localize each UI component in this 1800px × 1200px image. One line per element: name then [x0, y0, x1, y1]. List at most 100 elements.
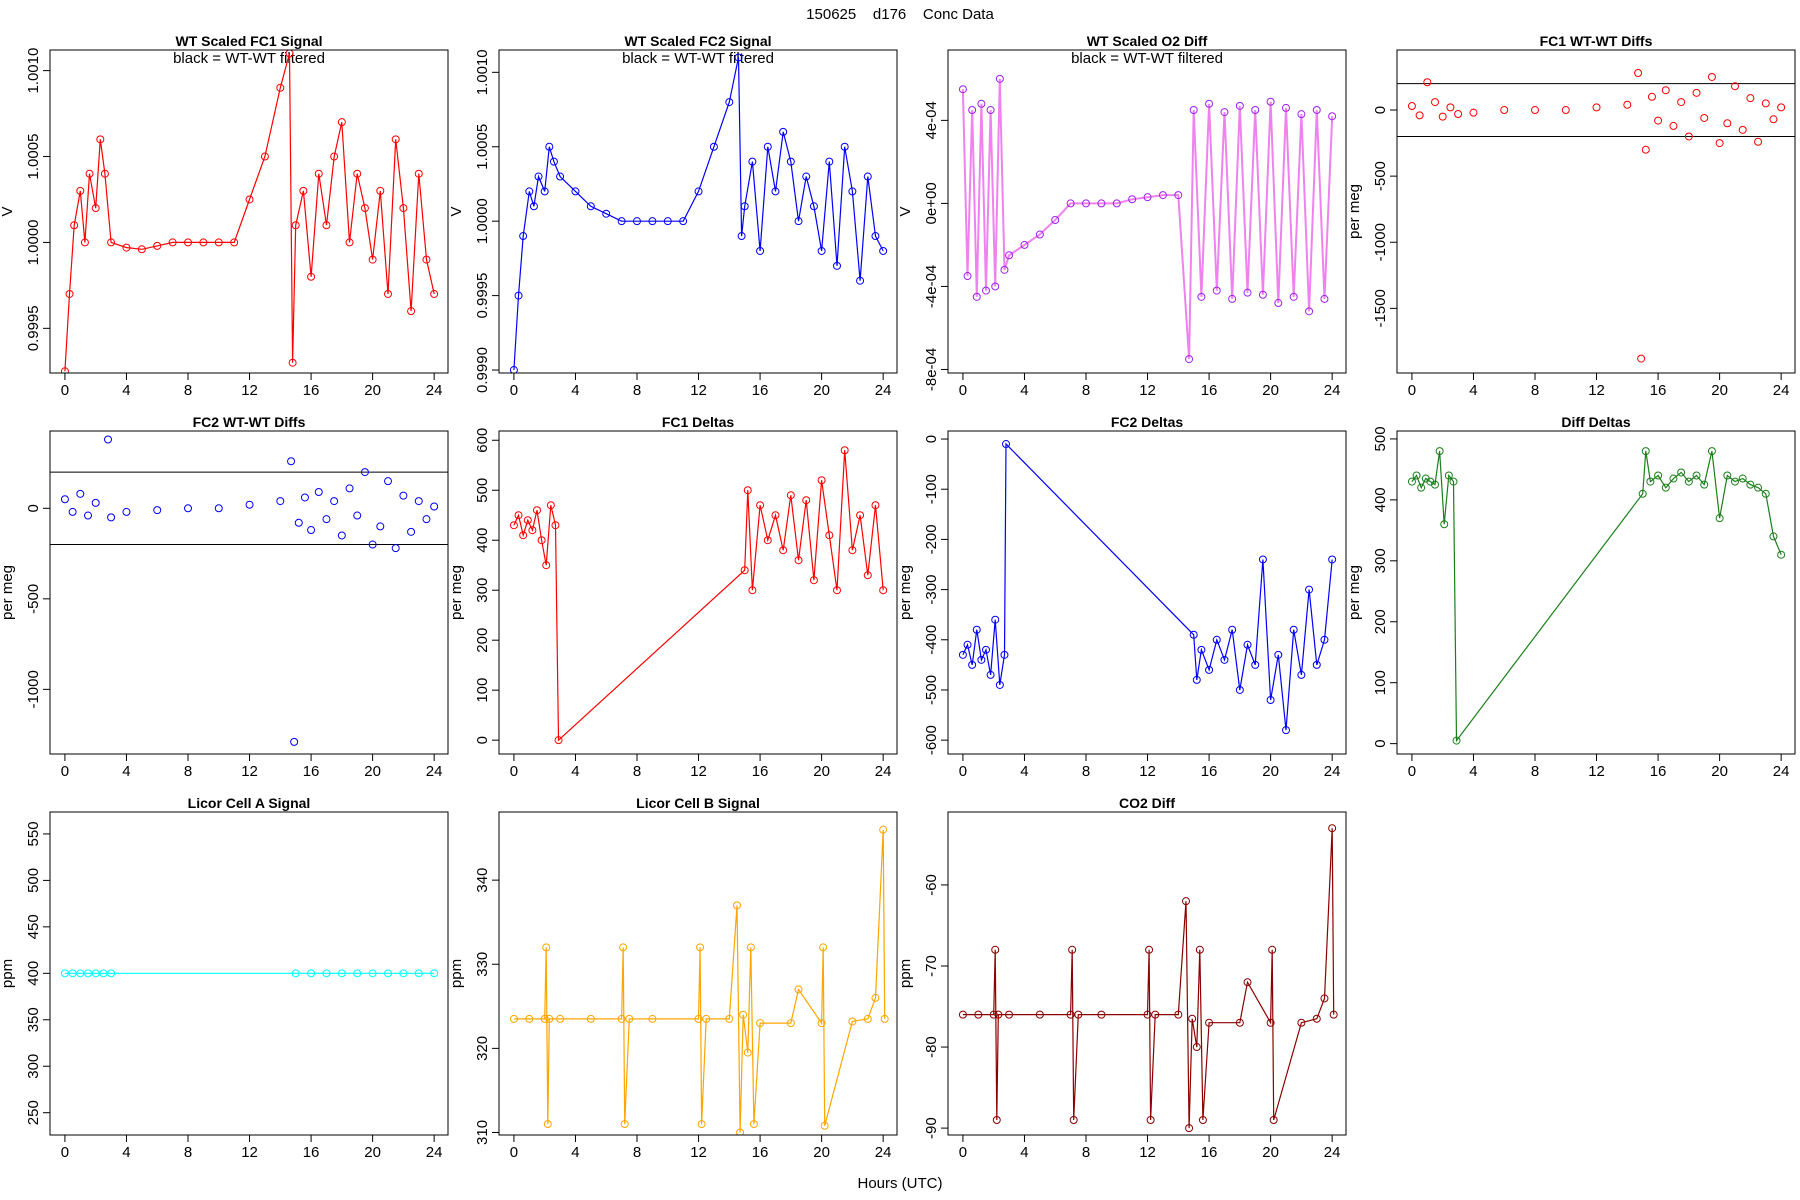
data-point [1258, 555, 1267, 564]
data-point [1174, 1010, 1183, 1019]
data-point [1228, 625, 1237, 634]
data-point [1329, 1010, 1338, 1019]
data-point [260, 152, 269, 161]
y-tick-label: -4e-04 [923, 265, 940, 308]
x-tick-label: 0 [1408, 763, 1416, 780]
data-point [1638, 489, 1647, 498]
data-point [345, 484, 354, 493]
data-point [322, 515, 331, 524]
data-point [756, 246, 765, 255]
data-point [549, 157, 558, 166]
data-point [430, 969, 439, 978]
panel-title: WT Scaled FC2 Signal [624, 33, 771, 49]
plot-frame [947, 49, 1347, 374]
data-point [1500, 106, 1509, 115]
data-point [1305, 585, 1314, 594]
x-tick-label: 0 [959, 1144, 967, 1161]
plot-area [958, 824, 1338, 1133]
data-point [540, 187, 549, 196]
x-tick-label: 16 [752, 1144, 769, 1161]
data-point [368, 969, 377, 978]
data-point [1258, 290, 1267, 299]
data-point [786, 491, 795, 500]
data-point [414, 969, 423, 978]
data-point [1707, 72, 1716, 81]
panel-title: Licor Cell B Signal [636, 795, 760, 811]
data-point [586, 1014, 595, 1023]
data-point [963, 640, 972, 649]
data-point [982, 645, 990, 654]
data-point [1446, 103, 1455, 112]
panel: CO2 Diff ppm 0 4 8 12 16 20 24 -90 -80 -70 -60 [897, 795, 1347, 1161]
plot-area [509, 825, 889, 1135]
data-point [1143, 1010, 1152, 1019]
data-point [802, 172, 811, 181]
data-point [322, 969, 331, 978]
y-tick-label: -1000 [25, 670, 42, 708]
data-point [977, 99, 986, 108]
data-point [1641, 447, 1650, 456]
x-tick-label: 16 [1650, 763, 1667, 780]
data-point [709, 142, 718, 151]
y-axis-label: per meg [897, 565, 914, 620]
data-point [368, 255, 377, 264]
data-point [353, 969, 362, 978]
data-point [1661, 483, 1670, 492]
data-point [1452, 736, 1461, 745]
data-point [1005, 1010, 1014, 1019]
x-tick-label: 0 [510, 382, 518, 399]
data-point [1158, 191, 1167, 200]
data-point [586, 202, 595, 211]
data-point [322, 221, 331, 230]
series-line [961, 78, 1334, 360]
y-tick-label: 250 [25, 1100, 42, 1125]
plot-frame [49, 430, 449, 755]
x-tick-label: 8 [633, 763, 641, 780]
data-point [290, 737, 299, 746]
series-line [962, 442, 1333, 731]
data-point [1174, 191, 1183, 200]
data-point [551, 521, 560, 530]
data-point [76, 489, 85, 498]
data-point [963, 272, 972, 281]
data-point [391, 135, 400, 144]
data-point [399, 204, 408, 213]
y-tick-label: 300 [474, 578, 491, 603]
panel: FC2 Deltas per meg 0 4 8 12 16 20 24 -600 -500 -400… [897, 414, 1347, 780]
data-point [1723, 471, 1732, 480]
data-point [748, 157, 757, 166]
data-point [1761, 99, 1770, 108]
x-tick-label: 16 [303, 382, 320, 399]
data-point [697, 1120, 706, 1129]
plot-frame [498, 49, 898, 374]
data-point [648, 1014, 657, 1023]
data-point [1415, 111, 1424, 120]
y-tick-label: 1.0000 [25, 219, 42, 265]
y-tick-label: -500 [923, 675, 940, 705]
data-point [1412, 471, 1421, 480]
x-tick-label: 20 [364, 1144, 381, 1161]
data-point [617, 217, 626, 226]
data-point [314, 169, 323, 178]
data-point [91, 498, 100, 507]
x-tick-label: 4 [122, 1144, 130, 1161]
data-point [430, 502, 439, 511]
x-tick-label: 4 [1020, 1144, 1028, 1161]
data-point [1707, 447, 1716, 456]
data-point [1205, 99, 1214, 108]
data-point [1197, 292, 1206, 301]
data-point [1268, 945, 1277, 954]
y-tick-label: -200 [923, 524, 940, 554]
data-point [991, 945, 1000, 954]
data-point [756, 501, 765, 510]
data-point [879, 825, 888, 834]
panel-title: FC1 WT-WT Diffs [1540, 33, 1653, 49]
data-point [514, 511, 523, 520]
y-tick-label: -500 [25, 584, 42, 614]
plot-area [958, 74, 1337, 364]
data-point [1305, 307, 1314, 316]
data-point [422, 515, 431, 524]
data-point [519, 531, 528, 540]
data-point [1634, 69, 1643, 78]
x-tick-label: 24 [1773, 763, 1790, 780]
